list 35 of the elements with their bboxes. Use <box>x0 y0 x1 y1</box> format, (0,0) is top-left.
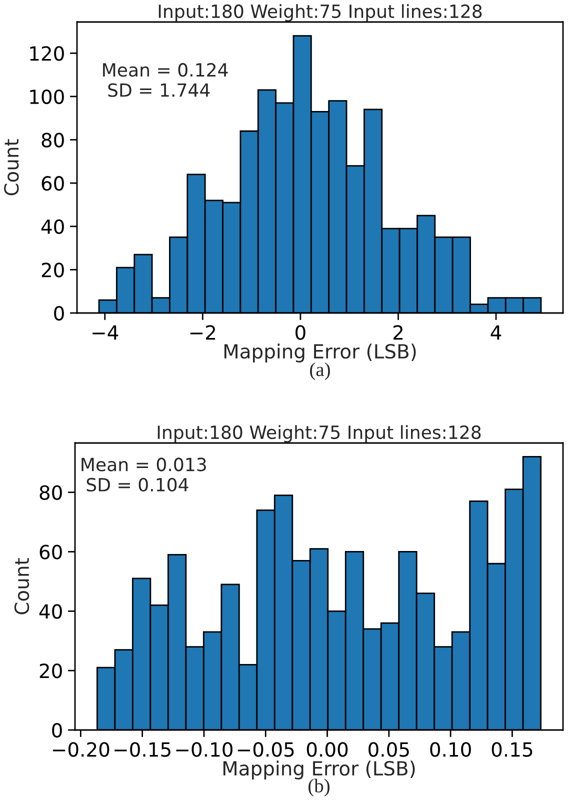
y-axis-title: Count <box>14 558 30 614</box>
chart-title: Input:180 Weight:75 Input lines:128 <box>158 4 482 22</box>
x-tick-label: −0.05 <box>238 742 294 757</box>
y-tick-label: 40 <box>41 219 64 234</box>
x-tick-label: −4 <box>92 325 118 340</box>
x-axis-title: Mapping Error (LSB) <box>223 760 415 780</box>
x-tick-label: 4 <box>490 325 502 340</box>
x-tick-label: −0.20 <box>52 742 110 757</box>
x-tick-label: −0.10 <box>176 742 232 757</box>
y-tick-label: 20 <box>42 262 64 278</box>
y-tick-label: 120 <box>30 46 64 61</box>
y-tick-label: 20 <box>40 664 62 678</box>
y-tick-label: 60 <box>40 544 62 560</box>
x-axis-title: Mapping Error (LSB) <box>224 344 416 362</box>
y-tick-label: 100 <box>30 89 64 104</box>
y-axis-title: Count <box>4 139 19 196</box>
x-tick-label: 0.05 <box>368 742 409 757</box>
y-tick-label: 60 <box>42 176 64 191</box>
x-tick-label: 0.00 <box>306 742 348 757</box>
y-tick-label: 0 <box>52 722 62 738</box>
x-tick-label: −0.15 <box>114 742 170 757</box>
x-tick-label: 0.10 <box>430 742 471 757</box>
y-tick-label: 40 <box>39 604 62 619</box>
y-tick-label: 80 <box>40 485 62 500</box>
x-tick-label: −2 <box>190 325 216 340</box>
x-tick-label: 2 <box>393 325 402 340</box>
chart-title: Input:180 Weight:75 Input lines:128 <box>158 425 481 443</box>
x-tick-label: 0.15 <box>492 742 532 757</box>
x-tick-label: 0 <box>296 325 306 340</box>
text: (a) <box>310 362 330 380</box>
text: (b) <box>308 778 330 796</box>
annotation: Mean = 0.124 SD = 1.744 <box>103 63 228 97</box>
y-tick-label: 80 <box>42 132 64 148</box>
y-tick-label: 0 <box>54 306 64 321</box>
annotation: Mean = 0.013 SD = 0.104 <box>82 458 206 492</box>
